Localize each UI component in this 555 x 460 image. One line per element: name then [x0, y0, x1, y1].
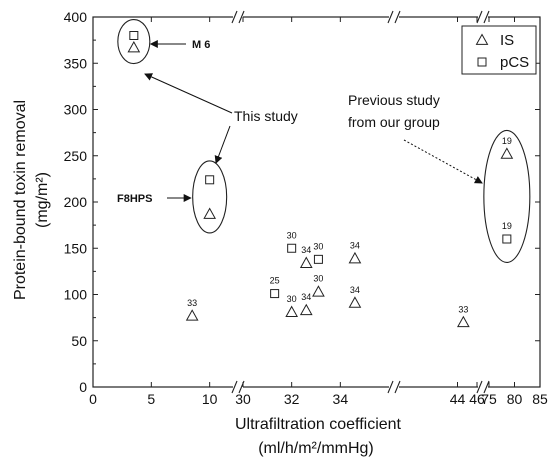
y-tick-label: 350 — [64, 55, 88, 71]
is-point — [457, 315, 470, 328]
is-point — [299, 256, 313, 268]
tick-layer: 0 50 100 150 200 250 300 350 400 0 5 10 30 32 34 44 4675… — [64, 9, 548, 407]
x-tick-label: 0 — [89, 391, 97, 407]
legend-label-is: IS — [500, 32, 514, 49]
axis-break-mark — [476, 10, 483, 24]
axis-break-gap — [389, 381, 399, 393]
is-point — [185, 309, 199, 321]
axis-break-mark — [476, 380, 483, 394]
axis-break-mark — [238, 10, 245, 24]
x-tick-label: 46 — [469, 391, 485, 407]
axis-break-mark — [394, 10, 401, 24]
pcs-point — [129, 31, 139, 40]
x-tick-label: 44 — [450, 391, 466, 407]
axis-break-gap — [389, 11, 399, 23]
x-tick-label: 5 — [147, 391, 155, 407]
x-axis-unit: (ml/h/m²/mmHg) — [258, 440, 374, 457]
point-label: 30 — [287, 294, 297, 304]
y-tick-label: 0 — [79, 379, 87, 395]
arrow-this-study-m6 — [144, 73, 233, 114]
axis-titles: Ultrafiltration coefficient (ml/h/m²/mmHg… — [12, 100, 402, 457]
x-tick-label: 85 — [532, 391, 548, 407]
pcs-point — [502, 234, 512, 244]
arrow-previous-study — [403, 139, 483, 184]
pcs-point — [313, 254, 323, 264]
group-ellipse-f8hps — [192, 160, 228, 234]
point-label: 33 — [187, 298, 197, 308]
annotation-previous-line2: from our group — [348, 114, 440, 130]
axis-break-gap — [478, 11, 488, 23]
annotation-layer: M 6 F8HPS This study Previous study from our… — [117, 18, 531, 263]
axis-break-mark — [231, 380, 238, 394]
axis-break-mark — [231, 10, 238, 24]
axis-break-mark — [483, 380, 490, 394]
point-label: 34 — [301, 245, 311, 255]
is-point — [312, 285, 325, 297]
point-label: 19 — [502, 136, 512, 146]
axis-break-mark — [387, 380, 394, 394]
y-tick-label: 50 — [71, 333, 87, 349]
is-point — [500, 147, 514, 159]
group-ellipse-previous — [483, 129, 531, 263]
annotation-f8hps: F8HPS — [117, 193, 152, 205]
axes — [92, 10, 541, 394]
point-label: 34 — [301, 292, 311, 302]
annotation-m6: M 6 — [192, 39, 210, 51]
x-tick-label: 10 — [202, 391, 218, 407]
axis-break-mark — [387, 10, 394, 24]
y-tick-label: 100 — [64, 287, 88, 303]
point-label: 34 — [350, 240, 360, 250]
arrow-this-study-f8hps — [214, 125, 231, 164]
y-tick-label: 300 — [64, 102, 88, 118]
point-label: 33 — [458, 304, 468, 314]
annotation-previous-line1: Previous study — [348, 92, 440, 108]
axis-break-mark — [394, 380, 401, 394]
point-label: 34 — [350, 285, 360, 295]
axis-break-gap — [233, 11, 243, 23]
legend-marker-pcs — [477, 57, 487, 67]
is-point — [285, 305, 299, 317]
x-tick-label: 34 — [333, 391, 349, 407]
y-tick-label: 200 — [64, 194, 88, 210]
y-tick-label: 150 — [64, 240, 88, 256]
x-tick-label: 30 — [235, 391, 251, 407]
pcs-point — [287, 243, 297, 253]
axis-break-gap — [478, 381, 488, 393]
is-point — [348, 296, 362, 308]
legend-box — [461, 25, 537, 75]
x-axis-title: Ultrafiltration coefficient — [235, 416, 402, 433]
pcs-point — [205, 175, 215, 185]
x-tick-label: 75 — [481, 391, 497, 407]
y-axis-title: Protein-bound toxin removal — [12, 100, 29, 300]
axis-break-mark — [483, 10, 490, 24]
point-label: 30 — [287, 230, 297, 240]
legend-marker-is — [475, 33, 489, 45]
y-axis-unit: (mg/m²) — [34, 172, 51, 228]
point-label: 30 — [313, 241, 323, 251]
x-tick-label: 32 — [284, 391, 300, 407]
y-tick-label: 400 — [64, 9, 88, 25]
legend: IS pCS — [461, 25, 537, 75]
annotation-this-study: This study — [234, 108, 298, 124]
is-point — [299, 303, 313, 316]
y-tick-label: 250 — [64, 148, 88, 164]
point-label: 30 — [313, 274, 323, 284]
is-point — [203, 207, 217, 219]
is-point — [127, 40, 141, 53]
point-label: 19 — [502, 221, 512, 231]
axis-break-gap — [233, 381, 243, 393]
is-point — [348, 251, 362, 264]
x-tick-label: 80 — [507, 391, 523, 407]
pcs-point — [270, 289, 280, 299]
legend-label-pcs: pCS — [500, 54, 529, 71]
point-label: 25 — [270, 276, 280, 286]
